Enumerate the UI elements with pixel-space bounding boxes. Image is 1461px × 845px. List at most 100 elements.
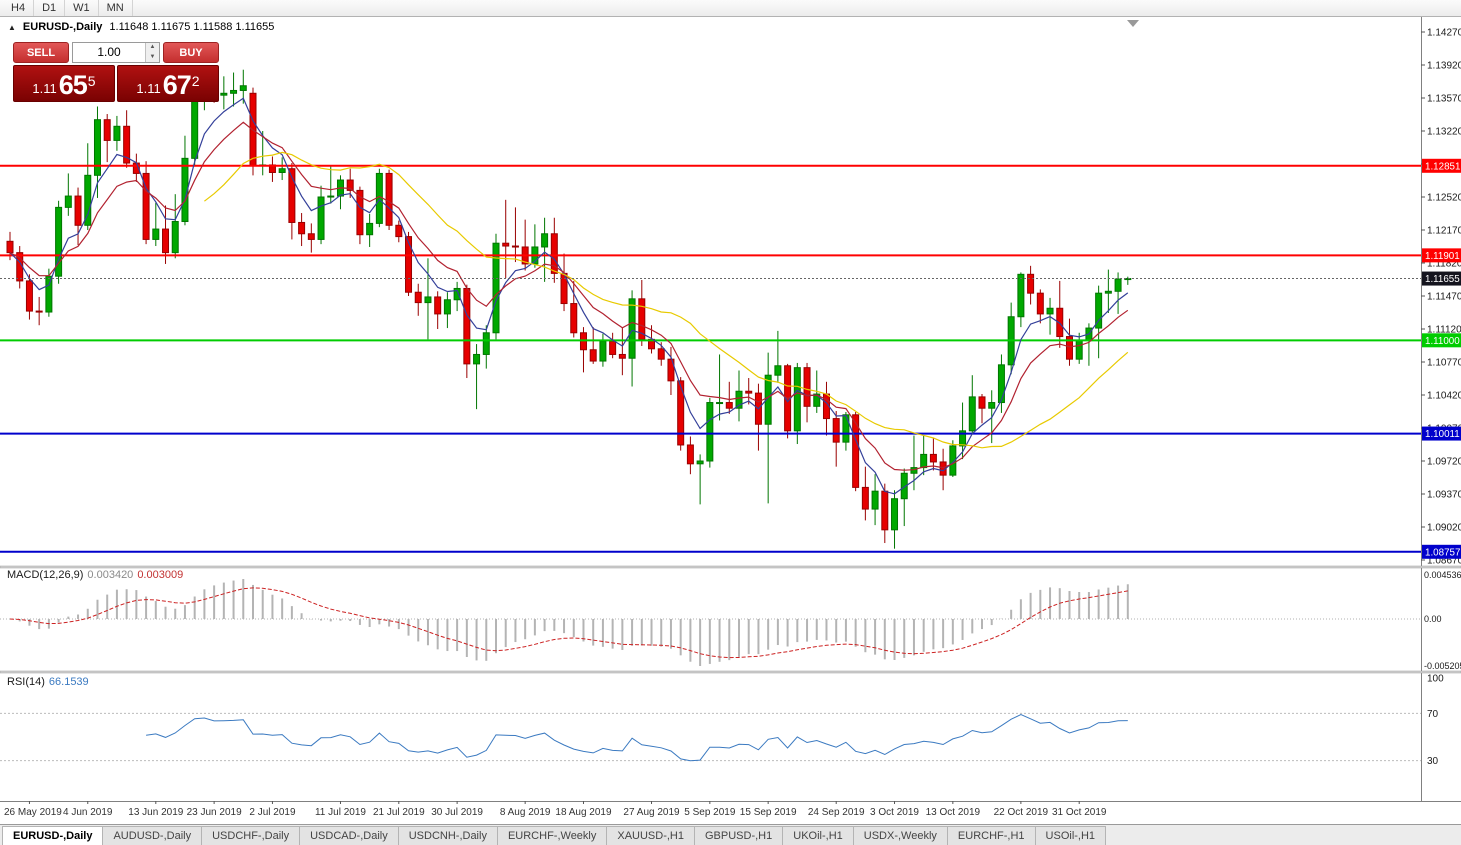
macd-signal-line[interactable] [9, 587, 1128, 659]
pane-separator[interactable] [0, 565, 1461, 569]
candle [589, 327, 597, 364]
volume-value[interactable]: 1.00 [97, 45, 121, 59]
ask-price-box[interactable]: 1.11 67 2 [117, 65, 219, 102]
candle [103, 114, 111, 163]
chart-tab-bar: EURUSD-,Daily AUDUSD-,Daily USDCHF-,Daily U… [0, 824, 1461, 845]
candle [453, 281, 461, 312]
volume-down-icon[interactable]: ▼ [149, 53, 156, 60]
chart-title: ▲ EURUSD-,Daily 1.11648 1.11675 1.11588 … [8, 21, 274, 33]
rsi-value: 66.1539 [48, 676, 89, 688]
candle [978, 394, 986, 424]
timeframe-button-h4[interactable]: H4 [3, 0, 35, 16]
price-axis-label: 1.10420 [1427, 391, 1461, 402]
date-label: 31 Oct 2019 [1052, 807, 1107, 818]
chart-tab[interactable]: UKOil-,H1 [782, 826, 854, 845]
candle [327, 165, 335, 204]
price-axis-label: 1.09720 [1427, 457, 1461, 468]
macd-axis-label: 0.004536 [1424, 570, 1461, 580]
ma-line-21[interactable] [204, 151, 1129, 449]
timeframe-button-w1[interactable]: W1 [65, 0, 99, 16]
candle [618, 328, 626, 376]
chart-symbol-label: EURUSD-,Daily [22, 21, 103, 33]
price-level-badge [1422, 333, 1461, 348]
candle [900, 468, 908, 527]
candle [171, 194, 179, 259]
candle [35, 296, 43, 326]
candle [1095, 285, 1103, 359]
candle [745, 378, 753, 405]
ma-line-5[interactable] [9, 97, 1129, 495]
candle [1036, 289, 1044, 324]
time-axis[interactable] [28, 801, 1080, 804]
date-label: 15 Sep 2019 [740, 807, 797, 818]
price-axis[interactable] [1421, 31, 1425, 561]
date-label: 4 Jun 2019 [63, 807, 113, 818]
candle [492, 233, 500, 340]
chart-shift-marker-icon[interactable] [1127, 20, 1139, 27]
candle [968, 375, 976, 433]
candle [395, 220, 403, 243]
chart-tab[interactable]: USDCAD-,Daily [299, 826, 399, 845]
macd-histogram[interactable] [10, 579, 1129, 666]
candle [959, 402, 967, 460]
candle [298, 213, 306, 247]
candle [366, 213, 374, 247]
trade-buttons-row: SELL 1.00 ▲ ▼ BUY [13, 42, 219, 63]
svg-text:1.12851: 1.12851 [1425, 161, 1460, 172]
one-click-trading-panel: SELL 1.00 ▲ ▼ BUY 1.11 65 5 1.11 67 2 [13, 42, 219, 102]
macd-indicator-label: MACD(12,26,9) 0.003420 0.003009 [7, 569, 183, 581]
date-label: 2 Jul 2019 [249, 807, 296, 818]
price-level-badge [1422, 158, 1461, 173]
chart-tab[interactable]: USDCNH-,Daily [397, 826, 498, 845]
candle [152, 202, 160, 247]
volume-spinner: ▲ ▼ [145, 43, 159, 62]
rsi-name: RSI(14) [7, 676, 45, 688]
date-label: 18 Aug 2019 [555, 807, 612, 818]
candle [482, 325, 490, 369]
rsi-line[interactable] [146, 714, 1128, 762]
bid-price-box[interactable]: 1.11 65 5 [13, 65, 115, 102]
ask-prefix: 1.11 [136, 81, 161, 96]
candle [162, 205, 170, 264]
candle [64, 173, 72, 216]
candle [541, 217, 549, 282]
candle [929, 438, 937, 471]
date-label: 13 Oct 2019 [926, 807, 981, 818]
sell-button[interactable]: SELL [13, 42, 69, 63]
timeframe-toolbar: H4 D1 W1 MN [0, 0, 1461, 17]
bid-pips: 65 [58, 70, 88, 100]
one-click-toggle-icon[interactable]: ▲ [8, 22, 16, 32]
chart-tab[interactable]: USDCHF-,Daily [201, 826, 301, 845]
macd-signal-value: 0.003009 [137, 569, 184, 581]
volume-up-icon[interactable]: ▲ [149, 44, 156, 50]
chart-tab[interactable]: EURCHF-,Weekly [496, 826, 608, 845]
candle [123, 110, 131, 168]
chart-tab[interactable]: AUDUSD-,Daily [102, 826, 203, 845]
volume-input[interactable]: 1.00 ▲ ▼ [72, 42, 160, 63]
candle [434, 291, 442, 329]
bid-prefix: 1.11 [32, 81, 57, 96]
chart-tab[interactable]: GBPUSD-,H1 [694, 826, 784, 845]
current-price-badge [1422, 271, 1461, 286]
price-axis-label: 1.13920 [1427, 61, 1461, 72]
candle [1056, 280, 1064, 348]
chart-tab[interactable]: XAUUSD-,H1 [606, 826, 695, 845]
pane-separator[interactable] [0, 670, 1461, 674]
timeframe-button-d1[interactable]: D1 [34, 0, 66, 16]
chart-background[interactable] [0, 17, 1461, 824]
buy-button[interactable]: BUY [163, 42, 219, 63]
date-label: 22 Oct 2019 [994, 807, 1049, 818]
timeframe-button-mn[interactable]: MN [99, 0, 133, 16]
chart-tab[interactable]: EURCHF-,H1 [946, 826, 1036, 845]
candle [570, 280, 578, 338]
chart-tab[interactable]: USDX-,Weekly [852, 826, 948, 845]
candlestick-series[interactable] [6, 68, 1132, 549]
price-level-badge [1422, 544, 1461, 559]
chart-tab[interactable]: EURUSD-,Daily [2, 826, 104, 845]
candle [852, 411, 860, 492]
price-axis-label: 1.11470 [1427, 292, 1461, 303]
chart-tab[interactable]: USOil-,H1 [1034, 826, 1107, 845]
date-label: 3 Oct 2019 [870, 807, 919, 818]
candle [220, 76, 228, 110]
